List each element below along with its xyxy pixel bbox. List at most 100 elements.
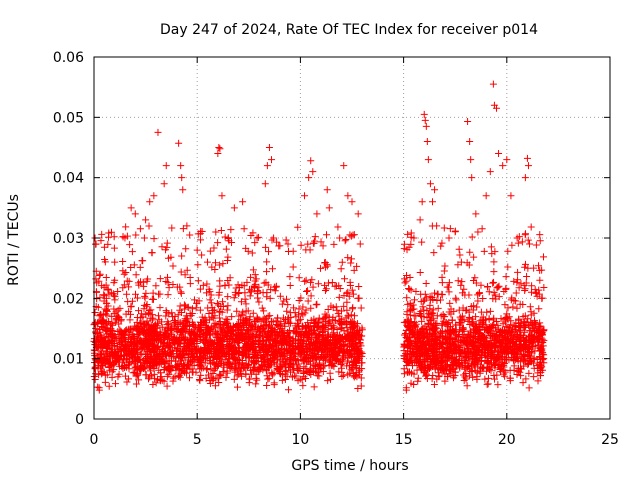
data-point xyxy=(343,298,351,306)
y-tick-label: 0.01 xyxy=(53,352,84,368)
data-point xyxy=(341,347,349,355)
data-point xyxy=(240,323,248,331)
data-point xyxy=(265,374,273,382)
x-tick-label: 0 xyxy=(90,432,99,448)
data-point xyxy=(286,319,294,327)
x-tick-label: 10 xyxy=(291,432,309,448)
data-point xyxy=(136,225,144,233)
data-point xyxy=(149,316,157,324)
data-point xyxy=(140,234,148,242)
data-point xyxy=(156,275,164,283)
data-point xyxy=(333,325,341,333)
data-point xyxy=(292,372,300,380)
data-point xyxy=(149,295,157,303)
x-tick-label: 20 xyxy=(498,432,516,448)
data-point xyxy=(346,282,354,290)
data-point xyxy=(224,253,232,261)
data-point xyxy=(225,281,233,289)
data-point xyxy=(126,241,134,249)
data-point xyxy=(120,281,128,289)
data-point xyxy=(168,309,176,317)
data-point xyxy=(134,279,142,287)
data-point xyxy=(184,304,192,312)
data-point xyxy=(296,315,304,323)
data-point xyxy=(95,386,103,394)
y-axis-label: ROTI / TECUs xyxy=(6,194,22,286)
data-point xyxy=(125,283,133,291)
data-point xyxy=(304,297,312,305)
data-point xyxy=(91,309,99,317)
data-point xyxy=(334,223,342,231)
data-point xyxy=(119,284,127,292)
data-point xyxy=(314,280,322,288)
data-point xyxy=(294,223,302,231)
data-point xyxy=(309,283,317,291)
data-point xyxy=(247,232,255,240)
data-point xyxy=(196,285,204,293)
data-point xyxy=(323,231,331,239)
data-point xyxy=(207,299,215,307)
data-point xyxy=(101,378,109,386)
data-point xyxy=(271,287,279,295)
data-point xyxy=(142,289,150,297)
data-point xyxy=(302,276,310,284)
data-point xyxy=(347,259,355,267)
data-point xyxy=(338,258,346,266)
data-point xyxy=(254,288,262,296)
data-point xyxy=(122,268,130,276)
data-point xyxy=(186,231,194,239)
data-point xyxy=(132,364,140,372)
data-point xyxy=(133,294,141,302)
data-point xyxy=(111,380,119,388)
data-point xyxy=(217,226,225,234)
data-point xyxy=(122,356,130,364)
data-point xyxy=(311,233,319,241)
y-tick-label: 0.05 xyxy=(53,110,84,126)
data-point xyxy=(241,289,249,297)
data-point xyxy=(116,304,124,312)
data-point xyxy=(267,356,275,364)
data-point xyxy=(150,235,158,243)
data-point xyxy=(199,281,207,289)
data-point xyxy=(302,374,310,382)
data-point xyxy=(153,352,161,360)
data-point xyxy=(244,247,252,255)
data-point xyxy=(206,296,214,304)
data-point xyxy=(216,261,224,269)
data-point xyxy=(342,236,350,244)
y-tick-label: 0.03 xyxy=(53,231,84,247)
data-point xyxy=(262,316,270,324)
data-point xyxy=(317,264,325,272)
data-point xyxy=(131,368,139,376)
data-point xyxy=(295,305,303,313)
data-point xyxy=(329,322,337,330)
data-point xyxy=(306,246,314,254)
data-point xyxy=(273,360,281,368)
data-point xyxy=(135,307,143,315)
data-point xyxy=(209,307,217,315)
data-point xyxy=(278,376,286,384)
data-point xyxy=(130,261,138,269)
data-point xyxy=(344,312,352,320)
data-point xyxy=(186,274,194,282)
data-point xyxy=(102,281,110,289)
data-point xyxy=(335,293,343,301)
data-point xyxy=(335,368,343,376)
y-tick-label: 0.02 xyxy=(53,291,84,307)
data-point xyxy=(276,292,284,300)
data-point xyxy=(149,380,157,388)
data-point xyxy=(352,372,360,380)
data-point xyxy=(242,300,250,308)
data-point xyxy=(132,380,140,388)
data-point xyxy=(343,306,351,314)
data-point xyxy=(177,288,185,296)
data-point xyxy=(343,319,351,327)
data-point xyxy=(198,313,206,321)
data-point xyxy=(169,281,177,289)
data-point xyxy=(301,277,309,285)
data-point xyxy=(344,288,352,296)
data-point xyxy=(205,285,213,293)
data-point xyxy=(123,378,131,386)
x-tick-label: 25 xyxy=(601,432,619,448)
